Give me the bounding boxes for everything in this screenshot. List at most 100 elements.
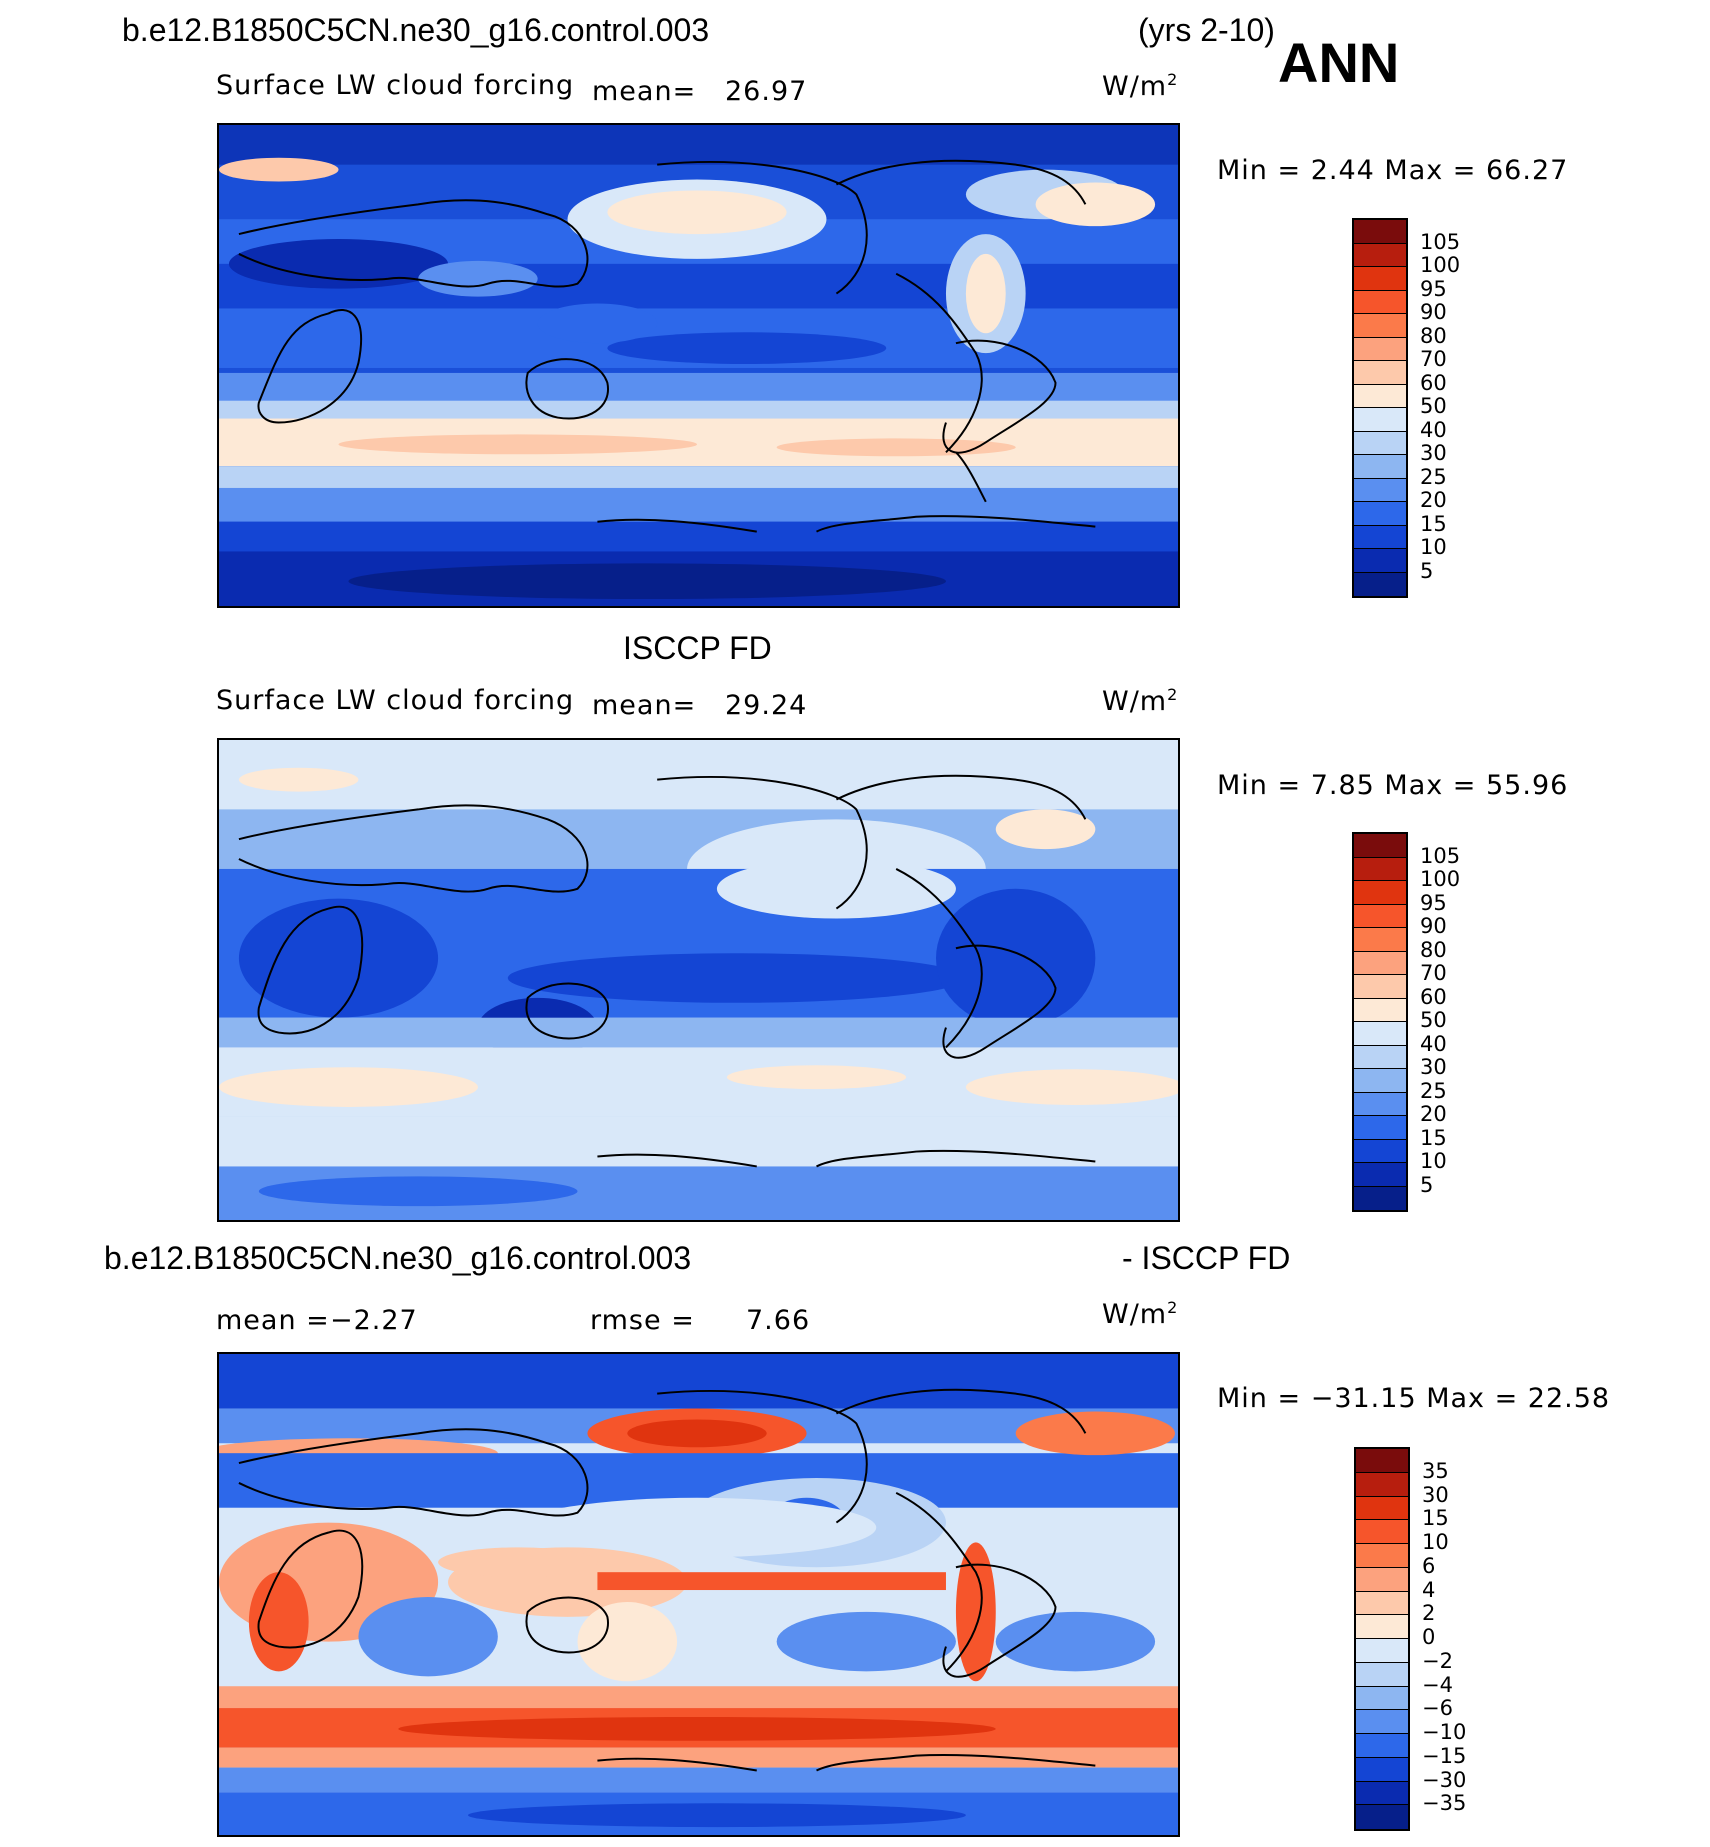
colorbar-swatch [1354,361,1406,385]
colorbar-swatch [1356,1662,1408,1687]
colorbar-swatch [1354,431,1406,455]
colorbar-swatch [1356,1639,1408,1663]
colorbar-swatch [1354,478,1406,502]
colorbar-swatch [1354,834,1406,858]
colorbar-tick-label: 95 [1420,276,1447,301]
panel2-colorbar [1352,832,1408,1212]
colorbar-swatch [1354,220,1406,244]
colorbar-swatch [1354,904,1406,928]
panel3-title-right: - ISCCP FD [1122,1240,1291,1276]
colorbar-swatch [1354,1186,1406,1210]
colorbar-tick-label: 10 [1420,1149,1447,1173]
panel1-variable-label: Surface LW cloud forcing [216,70,575,101]
colorbar-tick-label: 30 [1420,441,1447,465]
panel3-rmse-value: 7.66 [746,1305,811,1336]
colorbar-tick-label: 60 [1420,984,1447,1009]
panel3-units: W/m2 [1102,1298,1179,1330]
colorbar-swatch [1354,549,1406,573]
colorbar-swatch [1356,1591,1408,1616]
colorbar-tick-label: 15 [1422,1506,1449,1531]
colorbar-swatch [1356,1805,1408,1829]
colorbar-tick-label: 20 [1420,1102,1447,1126]
panel3-map [217,1352,1180,1837]
panel3-colorbar [1354,1447,1410,1831]
panel2-variable-label: Surface LW cloud forcing [216,685,575,716]
colorbar-tick-label: 70 [1420,347,1447,371]
colorbar-tick-label: 15 [1420,511,1447,536]
colorbar-swatch [1356,1496,1408,1521]
colorbar-swatch [1354,881,1406,905]
colorbar-swatch [1356,1781,1408,1806]
colorbar-swatch [1356,1520,1408,1544]
colorbar-swatch [1354,455,1406,479]
colorbar-swatch [1354,928,1406,952]
colorbar-tick-label: −6 [1422,1696,1453,1721]
colorbar-swatch [1354,951,1406,975]
colorbar-swatch [1354,384,1406,408]
panel3-rmse-label: rmse = [590,1305,695,1336]
colorbar-swatch [1356,1734,1408,1758]
colorbar-swatch [1354,1069,1406,1093]
panel2-map [217,738,1180,1222]
colorbar-tick-label: 100 [1420,867,1461,891]
colorbar-swatch [1354,1163,1406,1187]
panel1-map-field [219,125,1178,606]
colorbar-tick-label: 25 [1420,1078,1447,1103]
colorbar-tick-label: 5 [1420,558,1434,583]
colorbar-tick-label: −30 [1422,1767,1467,1792]
colorbar-tick-label: 15 [1420,1125,1447,1150]
colorbar-tick-label: 30 [1422,1482,1449,1507]
colorbar-swatch [1356,1710,1408,1734]
panel2-title: ISCCP FD [623,630,772,666]
colorbar-swatch [1354,572,1406,596]
panel1-mean-label: mean= [592,76,697,107]
colorbar-swatch [1356,1544,1408,1568]
colorbar-tick-label: 30 [1420,1055,1447,1079]
colorbar-tick-label: −2 [1422,1648,1453,1673]
colorbar-swatch [1354,337,1406,361]
colorbar-tick-label: 10 [1422,1530,1449,1554]
colorbar-swatch [1356,1472,1408,1497]
colorbar-swatch [1354,975,1406,999]
colorbar-swatch [1354,502,1406,526]
colorbar-tick-label: −10 [1422,1720,1467,1744]
panel3-mean-value: −2.27 [330,1305,418,1336]
colorbar-swatch [1354,525,1406,549]
colorbar-swatch [1354,998,1406,1022]
panel3-title-left: b.e12.B1850C5CN.ne30_g16.control.003 [104,1240,692,1276]
colorbar-swatch [1354,314,1406,338]
colorbar-swatch [1356,1686,1408,1711]
panel2-map-field [219,740,1178,1220]
colorbar-swatch [1354,1092,1406,1116]
colorbar-tick-label: 100 [1420,253,1461,277]
colorbar-tick-label: 90 [1420,914,1447,938]
colorbar-swatch [1356,1449,1408,1473]
colorbar-tick-label: 0 [1422,1625,1436,1649]
colorbar-swatch [1354,290,1406,314]
colorbar-tick-label: 10 [1420,535,1447,559]
colorbar-tick-label: 25 [1420,464,1447,489]
colorbar-tick-label: 60 [1420,370,1447,395]
colorbar-swatch [1354,243,1406,267]
colorbar-tick-label: 2 [1422,1601,1436,1626]
colorbar-tick-label: 80 [1420,937,1447,962]
years-label: (yrs 2-10) [1138,12,1275,48]
panel1-mean-value: 26.97 [725,76,808,107]
colorbar-swatch [1356,1615,1408,1639]
colorbar-swatch [1354,1139,1406,1163]
colorbar-swatch [1356,1757,1408,1782]
colorbar-tick-label: 20 [1420,488,1447,512]
colorbar-swatch [1354,1045,1406,1069]
colorbar-tick-label: 5 [1420,1172,1434,1197]
season-label: ANN [1278,31,1400,94]
panel3-minmax: Min = −31.15 Max = 22.58 [1217,1383,1611,1414]
colorbar-tick-label: 95 [1420,890,1447,915]
panel3-mean-label: mean = [216,1305,330,1336]
colorbar-tick-label: 6 [1422,1553,1436,1578]
colorbar-swatch [1354,1116,1406,1140]
colorbar-tick-label: 70 [1420,961,1447,985]
colorbar-tick-label: 50 [1420,1008,1447,1032]
colorbar-tick-label: −15 [1422,1743,1467,1768]
panel2-mean-value: 29.24 [725,690,808,721]
panel2-mean-label: mean= [592,690,697,721]
